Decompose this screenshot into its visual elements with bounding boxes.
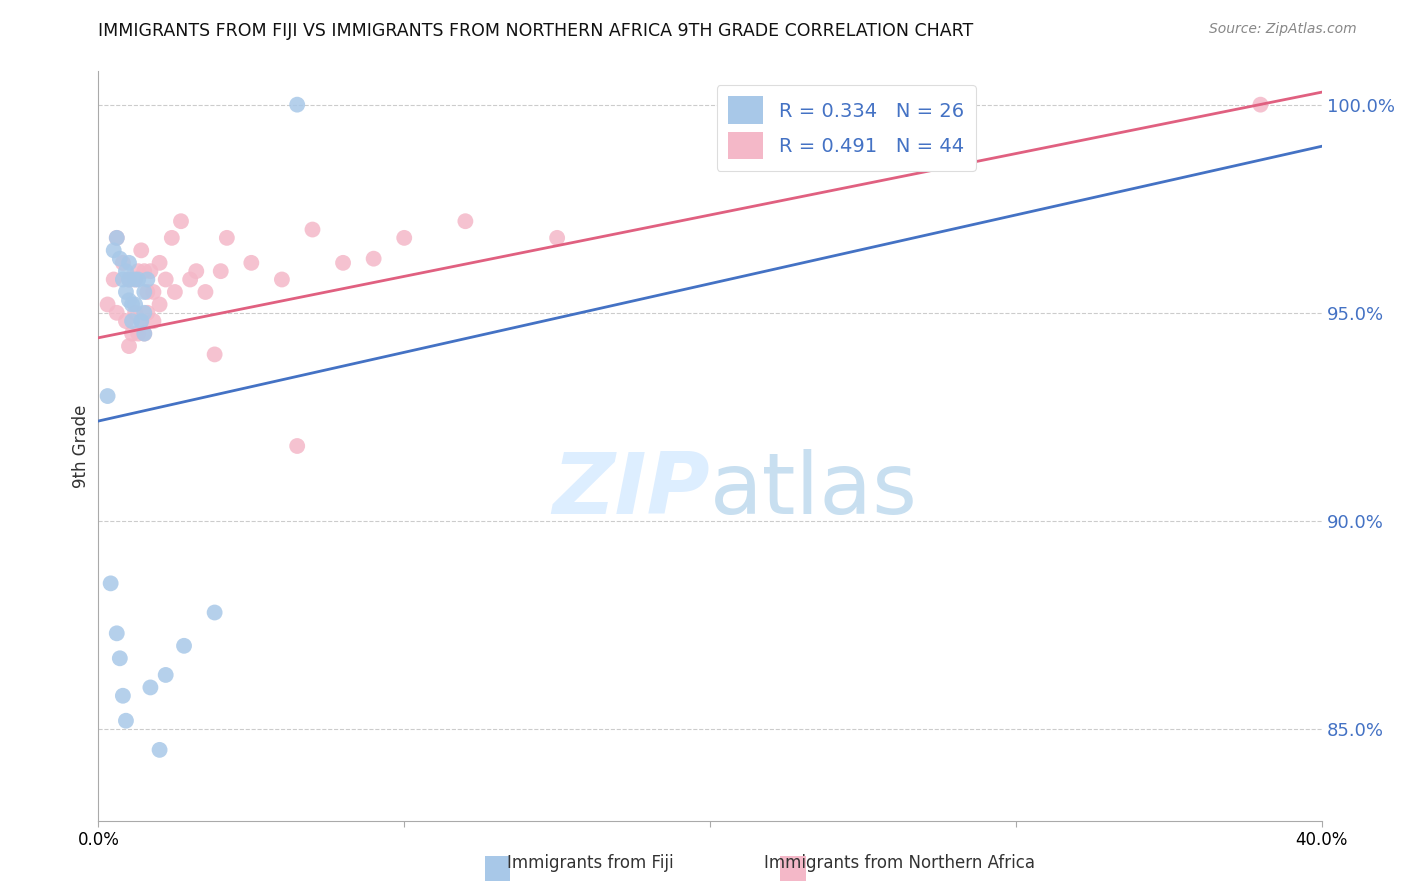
Point <box>129 244 152 258</box>
Text: atlas: atlas <box>710 450 918 533</box>
Point <box>134 326 156 341</box>
Point <box>136 272 159 286</box>
Point <box>194 285 217 299</box>
Point <box>149 297 172 311</box>
Point <box>111 256 134 270</box>
Point <box>118 272 141 286</box>
Point <box>118 256 141 270</box>
Point <box>139 681 162 695</box>
Point <box>111 689 134 703</box>
Point <box>134 326 156 341</box>
Point <box>129 314 152 328</box>
Point <box>204 606 226 620</box>
Point <box>115 714 138 728</box>
Point <box>124 272 146 286</box>
Point <box>97 389 120 403</box>
Point <box>285 97 308 112</box>
Point <box>209 264 232 278</box>
Text: Immigrants from Northern Africa: Immigrants from Northern Africa <box>765 855 1035 872</box>
Y-axis label: 9th Grade: 9th Grade <box>72 404 90 488</box>
Point <box>115 314 138 328</box>
Point <box>121 326 143 341</box>
Point <box>118 339 141 353</box>
Point <box>134 306 156 320</box>
Point <box>124 297 146 311</box>
Point <box>392 231 416 245</box>
Point <box>170 214 193 228</box>
Point <box>163 285 186 299</box>
Point <box>142 314 165 328</box>
Point <box>115 285 138 299</box>
Point <box>118 272 141 286</box>
Point <box>108 252 131 266</box>
Point <box>363 252 385 266</box>
Point <box>129 314 152 328</box>
Point <box>332 256 354 270</box>
Point <box>124 306 146 320</box>
Point <box>127 272 149 286</box>
Point <box>160 231 183 245</box>
Point <box>139 264 162 278</box>
Point <box>105 231 128 245</box>
Point <box>1249 97 1271 112</box>
Point <box>215 231 238 245</box>
Point <box>173 639 195 653</box>
Point <box>142 285 165 299</box>
Point <box>134 285 156 299</box>
Point <box>118 293 141 308</box>
Point <box>115 264 138 278</box>
Point <box>155 668 177 682</box>
Point <box>105 626 128 640</box>
Point <box>121 297 143 311</box>
Point <box>127 326 149 341</box>
Text: Source: ZipAtlas.com: Source: ZipAtlas.com <box>1209 22 1357 37</box>
Point <box>136 306 159 320</box>
Point <box>97 297 120 311</box>
Point <box>103 272 125 286</box>
Point <box>186 264 208 278</box>
Point <box>136 285 159 299</box>
Point <box>149 743 172 757</box>
Point <box>124 272 146 286</box>
Text: IMMIGRANTS FROM FIJI VS IMMIGRANTS FROM NORTHERN AFRICA 9TH GRADE CORRELATION CH: IMMIGRANTS FROM FIJI VS IMMIGRANTS FROM … <box>98 22 974 40</box>
Point <box>127 264 149 278</box>
Point <box>103 244 125 258</box>
Point <box>546 231 568 245</box>
Point <box>100 576 122 591</box>
Point <box>270 272 292 286</box>
Point <box>454 214 477 228</box>
Point <box>285 439 308 453</box>
Point <box>149 256 172 270</box>
Point <box>179 272 201 286</box>
Point <box>108 651 131 665</box>
Point <box>155 272 177 286</box>
Point <box>105 306 128 320</box>
Point <box>240 256 263 270</box>
Point <box>105 231 128 245</box>
Legend: R = 0.334   N = 26, R = 0.491   N = 44: R = 0.334 N = 26, R = 0.491 N = 44 <box>717 85 976 171</box>
Text: Immigrants from Fiji: Immigrants from Fiji <box>508 855 673 872</box>
Point <box>204 347 226 361</box>
Point <box>301 222 323 236</box>
Text: ZIP: ZIP <box>553 450 710 533</box>
Point <box>121 314 143 328</box>
Point <box>134 264 156 278</box>
Point <box>111 272 134 286</box>
